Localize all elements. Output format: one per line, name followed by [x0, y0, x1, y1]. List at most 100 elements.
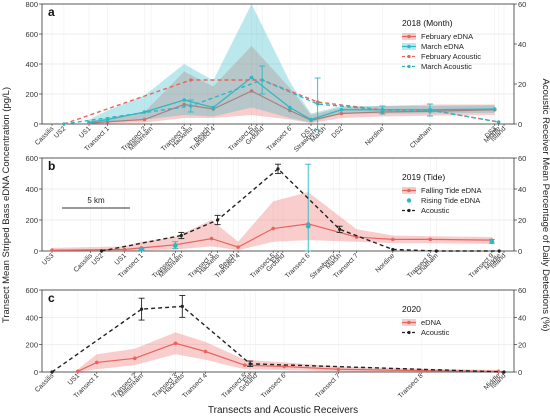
x-tick-label: US2: [53, 125, 67, 139]
plot-frame: [41, 289, 515, 373]
data-point: [282, 364, 286, 369]
y-tick-label-left: 0: [34, 120, 38, 129]
legend-label: March Acoustic: [421, 62, 472, 71]
y-tick-label-right: 40: [518, 313, 526, 322]
legend-marker: [407, 188, 411, 193]
data-point: [391, 247, 395, 252]
data-point: [215, 218, 220, 222]
legend-marker: [407, 208, 411, 213]
x-tick-label: Transect 4: [181, 372, 209, 400]
data-point: [236, 245, 240, 249]
series-rising-tide-edna: [138, 163, 495, 252]
legend-label: Acoustic: [421, 206, 450, 215]
x-tick-label: Nordine: [374, 252, 396, 274]
y-tick-label-left: 200: [25, 216, 38, 225]
series-falling-tide-edna: [50, 192, 494, 253]
y-axis-label-right: Acoustic Receiver Mean Percentage of Dai…: [540, 79, 550, 332]
y-tick-label-right: 20: [518, 341, 526, 350]
x-tick-label: Transect 6: [266, 125, 294, 153]
series-acoustic: [50, 295, 506, 374]
data-point: [203, 349, 208, 354]
legend-title: 2020: [402, 304, 421, 314]
y-tick-label-right: 60: [518, 0, 526, 9]
data-point: [122, 247, 127, 252]
data-point: [316, 102, 320, 106]
data-point: [497, 120, 501, 124]
x-tick-label: US2: [91, 252, 105, 266]
legend-label: Rising Tide eDNA: [421, 196, 480, 205]
data-point: [94, 360, 99, 365]
data-point: [339, 111, 344, 116]
data-point: [182, 102, 186, 107]
data-point: [489, 239, 495, 245]
confidence-band: [77, 332, 499, 372]
x-tick-label: Chatham: [409, 125, 434, 150]
panel-letter: b: [48, 159, 55, 173]
data-point: [434, 249, 438, 253]
y-tick-label-left: 600: [25, 286, 38, 295]
x-axis-label: Transects and Acoustic Receivers: [208, 405, 358, 416]
legend-marker: [407, 44, 411, 49]
data-point: [502, 370, 506, 374]
x-tick-label: US1: [78, 125, 92, 139]
x-tick-label: Nordine: [364, 125, 386, 147]
data-point: [99, 249, 104, 253]
confidence-band: [89, 4, 495, 124]
legend-label: February eDNA: [421, 32, 473, 41]
data-point: [139, 247, 144, 252]
data-point: [173, 341, 178, 346]
data-point: [428, 108, 432, 112]
series-acoustic: [99, 163, 501, 253]
y-tick-label-left: 400: [25, 60, 38, 69]
data-point: [211, 105, 216, 110]
data-point: [189, 104, 193, 108]
y-tick-label-left: 800: [25, 0, 38, 9]
y-axis-label-left: Transect Mean Striped Bass eDNA Concentr…: [1, 87, 12, 323]
legend-title: 2019 (Tide): [402, 172, 445, 182]
data-point: [182, 98, 186, 102]
legend-label: Falling Tide eDNA: [421, 186, 481, 195]
y-tick-label-right: 40: [518, 40, 526, 49]
y-tick-label-right: 40: [518, 185, 526, 194]
y-tick-label-right: 0: [518, 247, 522, 256]
legend-label: Acoustic: [421, 328, 450, 337]
data-point: [309, 117, 313, 122]
series-march-acoustic: [62, 65, 501, 131]
data-point: [180, 304, 184, 308]
data-point: [209, 236, 214, 241]
x-tick-label: Transect 6: [260, 372, 288, 400]
legend-label: February Acoustic: [421, 52, 481, 61]
data-point: [50, 370, 54, 374]
y-tick-label-left: 200: [25, 341, 38, 350]
legend-marker: [407, 330, 411, 335]
data-point: [139, 307, 144, 311]
y-tick-label-right: 0: [518, 120, 522, 129]
data-point: [339, 107, 344, 112]
series-line: [51, 223, 492, 251]
scale-bar-label: 5 km: [87, 196, 105, 205]
data-point: [428, 237, 433, 242]
data-point: [336, 367, 341, 372]
confidence-band: [52, 192, 492, 251]
panel-letter: c: [48, 291, 55, 305]
x-tick-label: DS2: [331, 125, 345, 139]
data-point: [132, 356, 137, 361]
data-point: [248, 362, 252, 366]
data-point: [288, 108, 292, 113]
y-tick-label-left: 600: [25, 30, 38, 39]
y-tick-label-right: 60: [518, 154, 526, 163]
legend-label: eDNA: [421, 318, 441, 327]
panel-letter: a: [48, 5, 55, 19]
data-point: [354, 235, 359, 239]
data-point: [276, 167, 280, 171]
data-point: [75, 369, 80, 374]
series-line: [101, 167, 500, 252]
series-line: [77, 342, 499, 372]
x-tick-label: Transect 7: [314, 372, 342, 400]
x-tick-label: Transect 8: [397, 372, 425, 400]
